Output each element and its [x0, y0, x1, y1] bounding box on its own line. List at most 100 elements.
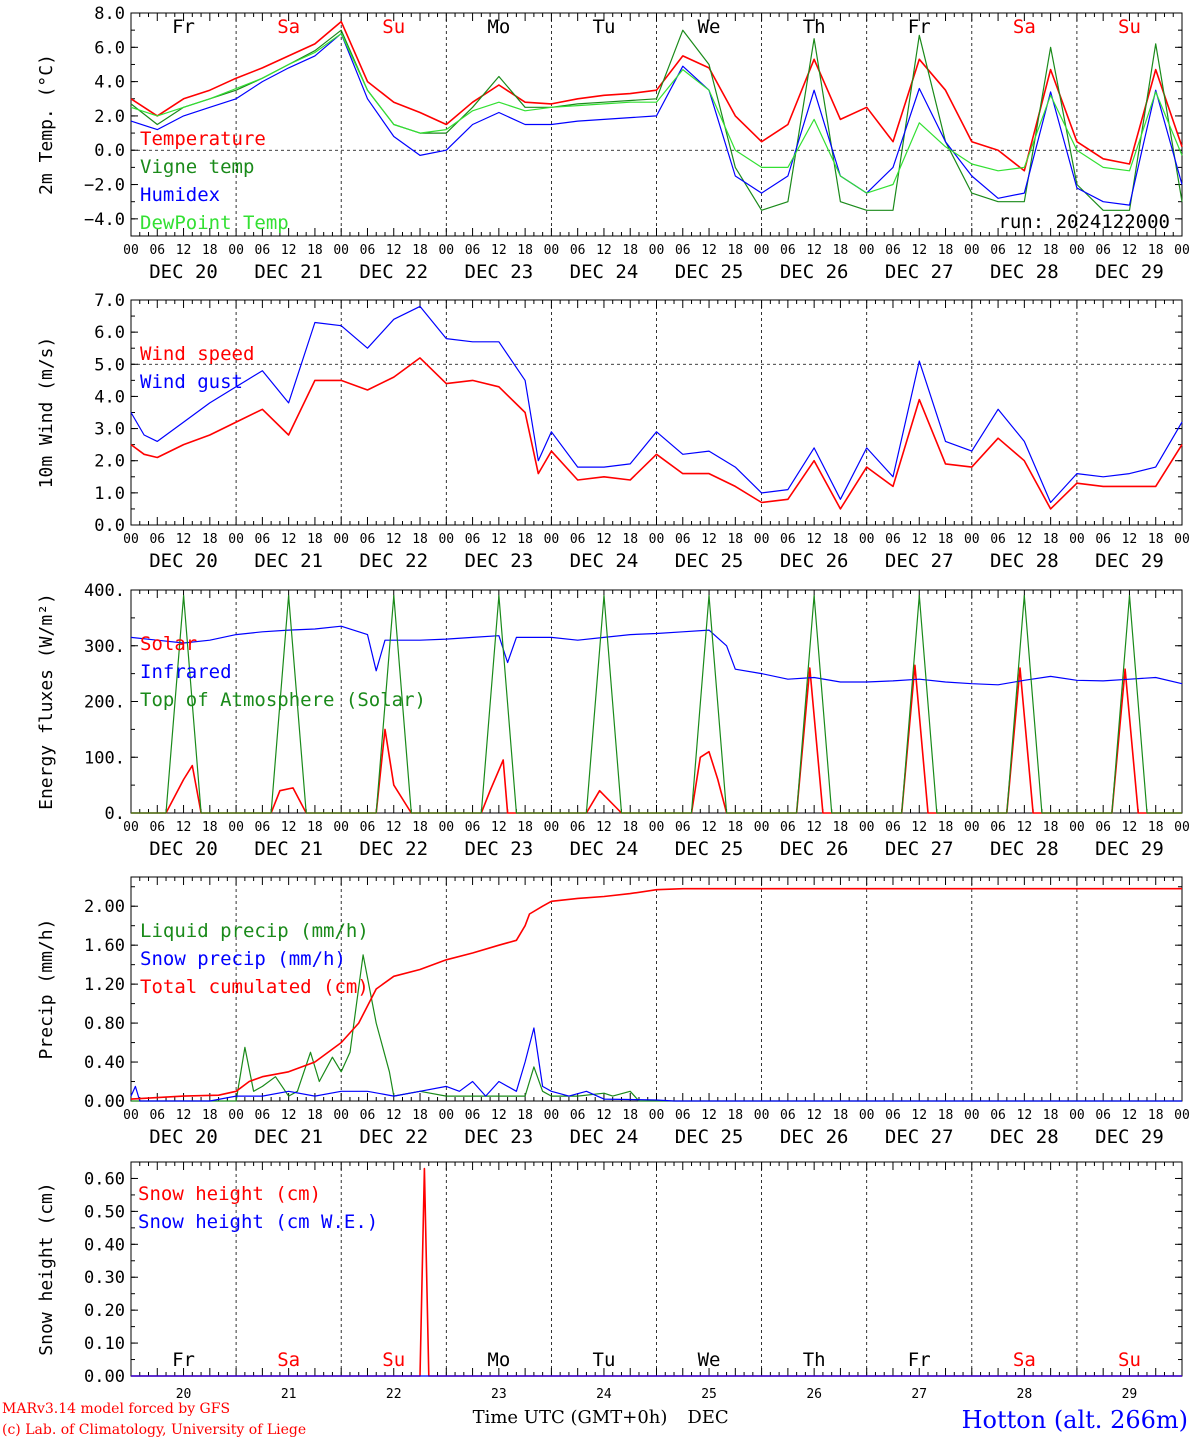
hour-tick-label: 06 [360, 1108, 376, 1123]
hour-tick-label: 00 [544, 1108, 560, 1123]
hour-tick-label: 12 [1122, 243, 1138, 258]
hour-tick-label: 18 [517, 820, 533, 835]
hour-tick-label: 12 [701, 820, 717, 835]
hour-tick-label: 18 [307, 1108, 323, 1123]
day-label: DEC 20 [149, 838, 218, 860]
day-label: DEC 24 [570, 838, 639, 860]
day-label: DEC 26 [780, 550, 849, 572]
hour-tick-label: 00 [1069, 532, 1085, 547]
hour-tick-label: 00 [544, 820, 560, 835]
hour-tick-label: 06 [255, 532, 271, 547]
day-label: DEC 22 [359, 1126, 428, 1148]
day-label: DEC 28 [990, 838, 1059, 860]
date-label: 23 [491, 1387, 507, 1402]
y-tick-label: −2.0 [84, 176, 125, 196]
day-label: DEC 21 [254, 550, 323, 572]
hour-tick-label: 00 [754, 532, 770, 547]
hour-tick-label: 12 [1017, 532, 1033, 547]
hour-tick-label: 00 [123, 820, 139, 835]
y-tick-label: 7.0 [94, 291, 125, 311]
hour-tick-label: 06 [1095, 532, 1111, 547]
hour-tick-label: 06 [570, 532, 586, 547]
hour-tick-label: 12 [1122, 820, 1138, 835]
hour-tick-label: 18 [307, 243, 323, 258]
hour-tick-label: 06 [780, 820, 796, 835]
y-tick-label: 1.60 [84, 936, 125, 956]
hour-tick-label: 00 [438, 1108, 454, 1123]
hour-tick-label: 06 [255, 243, 271, 258]
hour-tick-label: 18 [517, 532, 533, 547]
hour-tick-label: 18 [938, 243, 954, 258]
series-line [130, 32, 1183, 206]
series-line [130, 887, 1182, 1100]
day-of-week-label: Fr [908, 16, 931, 38]
hour-tick-label: 00 [859, 243, 875, 258]
lab-credit: (c) Lab. of Climatology, University of L… [2, 1422, 306, 1438]
time-axis-title: Time UTC (GMT+0h) [473, 1407, 668, 1428]
panel-frame [130, 299, 1183, 526]
hour-tick-label: 18 [202, 243, 218, 258]
y-tick-label: −4.0 [84, 210, 125, 230]
panel-energy: 0. 100. 200. 300. 400. Energy fluxes (W/m²) So… [36, 581, 1190, 860]
hour-tick-label: 18 [307, 532, 323, 547]
hour-tick-label: 18 [307, 820, 323, 835]
hour-tick-label: 06 [360, 532, 376, 547]
day-label: DEC 28 [990, 550, 1059, 572]
hour-tick-label: 06 [1095, 243, 1111, 258]
hour-tick-label: 18 [833, 532, 849, 547]
hour-tick-label: 00 [228, 243, 244, 258]
hour-tick-label: 12 [281, 820, 297, 835]
legend-entry: Snow height (cm W.E.) [138, 1211, 378, 1233]
hour-tick-label: 18 [412, 532, 428, 547]
y-tick-label: 0.60 [84, 1169, 125, 1189]
hour-tick-label: 18 [1043, 243, 1059, 258]
day-label: DEC 21 [254, 1126, 323, 1148]
series-line [131, 954, 1182, 1102]
hour-tick-label: 06 [360, 243, 376, 258]
hour-tick-label: 00 [859, 532, 875, 547]
hour-tick-label: 12 [806, 820, 822, 835]
hour-tick-label: 18 [1148, 820, 1164, 835]
hour-tick-label: 18 [622, 820, 638, 835]
y-tick-label: 0.00 [84, 1367, 125, 1387]
hour-tick-label: 12 [701, 243, 717, 258]
hour-tick-label: 06 [465, 532, 481, 547]
hour-tick-label: 18 [517, 1108, 533, 1123]
hour-tick-label: 12 [701, 532, 717, 547]
day-label: DEC 21 [254, 261, 323, 283]
y-tick-label: 0.00 [84, 1092, 125, 1112]
hour-tick-label: 06 [465, 243, 481, 258]
hour-tick-label: 18 [412, 1108, 428, 1123]
model-credit: MARv3.14 model forced by GFS [2, 1401, 230, 1417]
hour-tick-label: 12 [596, 532, 612, 547]
y-tick-label: 3.0 [94, 420, 125, 440]
hour-tick-label: 00 [1174, 532, 1190, 547]
y-axis-label: Energy fluxes (W/m²) [36, 593, 57, 810]
hour-tick-label: 06 [149, 820, 165, 835]
hour-tick-label: 12 [386, 243, 402, 258]
y-tick-label: 2.00 [84, 897, 125, 917]
day-label: DEC 25 [675, 1126, 744, 1148]
day-label: DEC 27 [885, 838, 954, 860]
hour-tick-label: 06 [780, 1108, 796, 1123]
hour-tick-label: 00 [123, 243, 139, 258]
hour-tick-label: 06 [570, 243, 586, 258]
y-tick-label: 0.40 [84, 1235, 125, 1255]
hour-tick-label: 12 [386, 532, 402, 547]
day-label: DEC 25 [675, 261, 744, 283]
hour-tick-label: 18 [1043, 532, 1059, 547]
day-label: DEC 25 [675, 838, 744, 860]
y-tick-label: 0.20 [84, 1301, 125, 1321]
hour-tick-label: 06 [360, 820, 376, 835]
hour-tick-label: 06 [990, 243, 1006, 258]
hour-tick-label: 06 [255, 820, 271, 835]
hour-tick-label: 12 [911, 820, 927, 835]
day-of-week-label: Fr [172, 1349, 195, 1371]
day-label: DEC 28 [990, 261, 1059, 283]
y-tick-label: 400. [84, 581, 125, 601]
hour-tick-label: 12 [701, 1108, 717, 1123]
hour-tick-label: 00 [754, 820, 770, 835]
day-label: DEC 22 [359, 261, 428, 283]
hour-tick-label: 06 [990, 1108, 1006, 1123]
date-label: 28 [1017, 1387, 1033, 1402]
